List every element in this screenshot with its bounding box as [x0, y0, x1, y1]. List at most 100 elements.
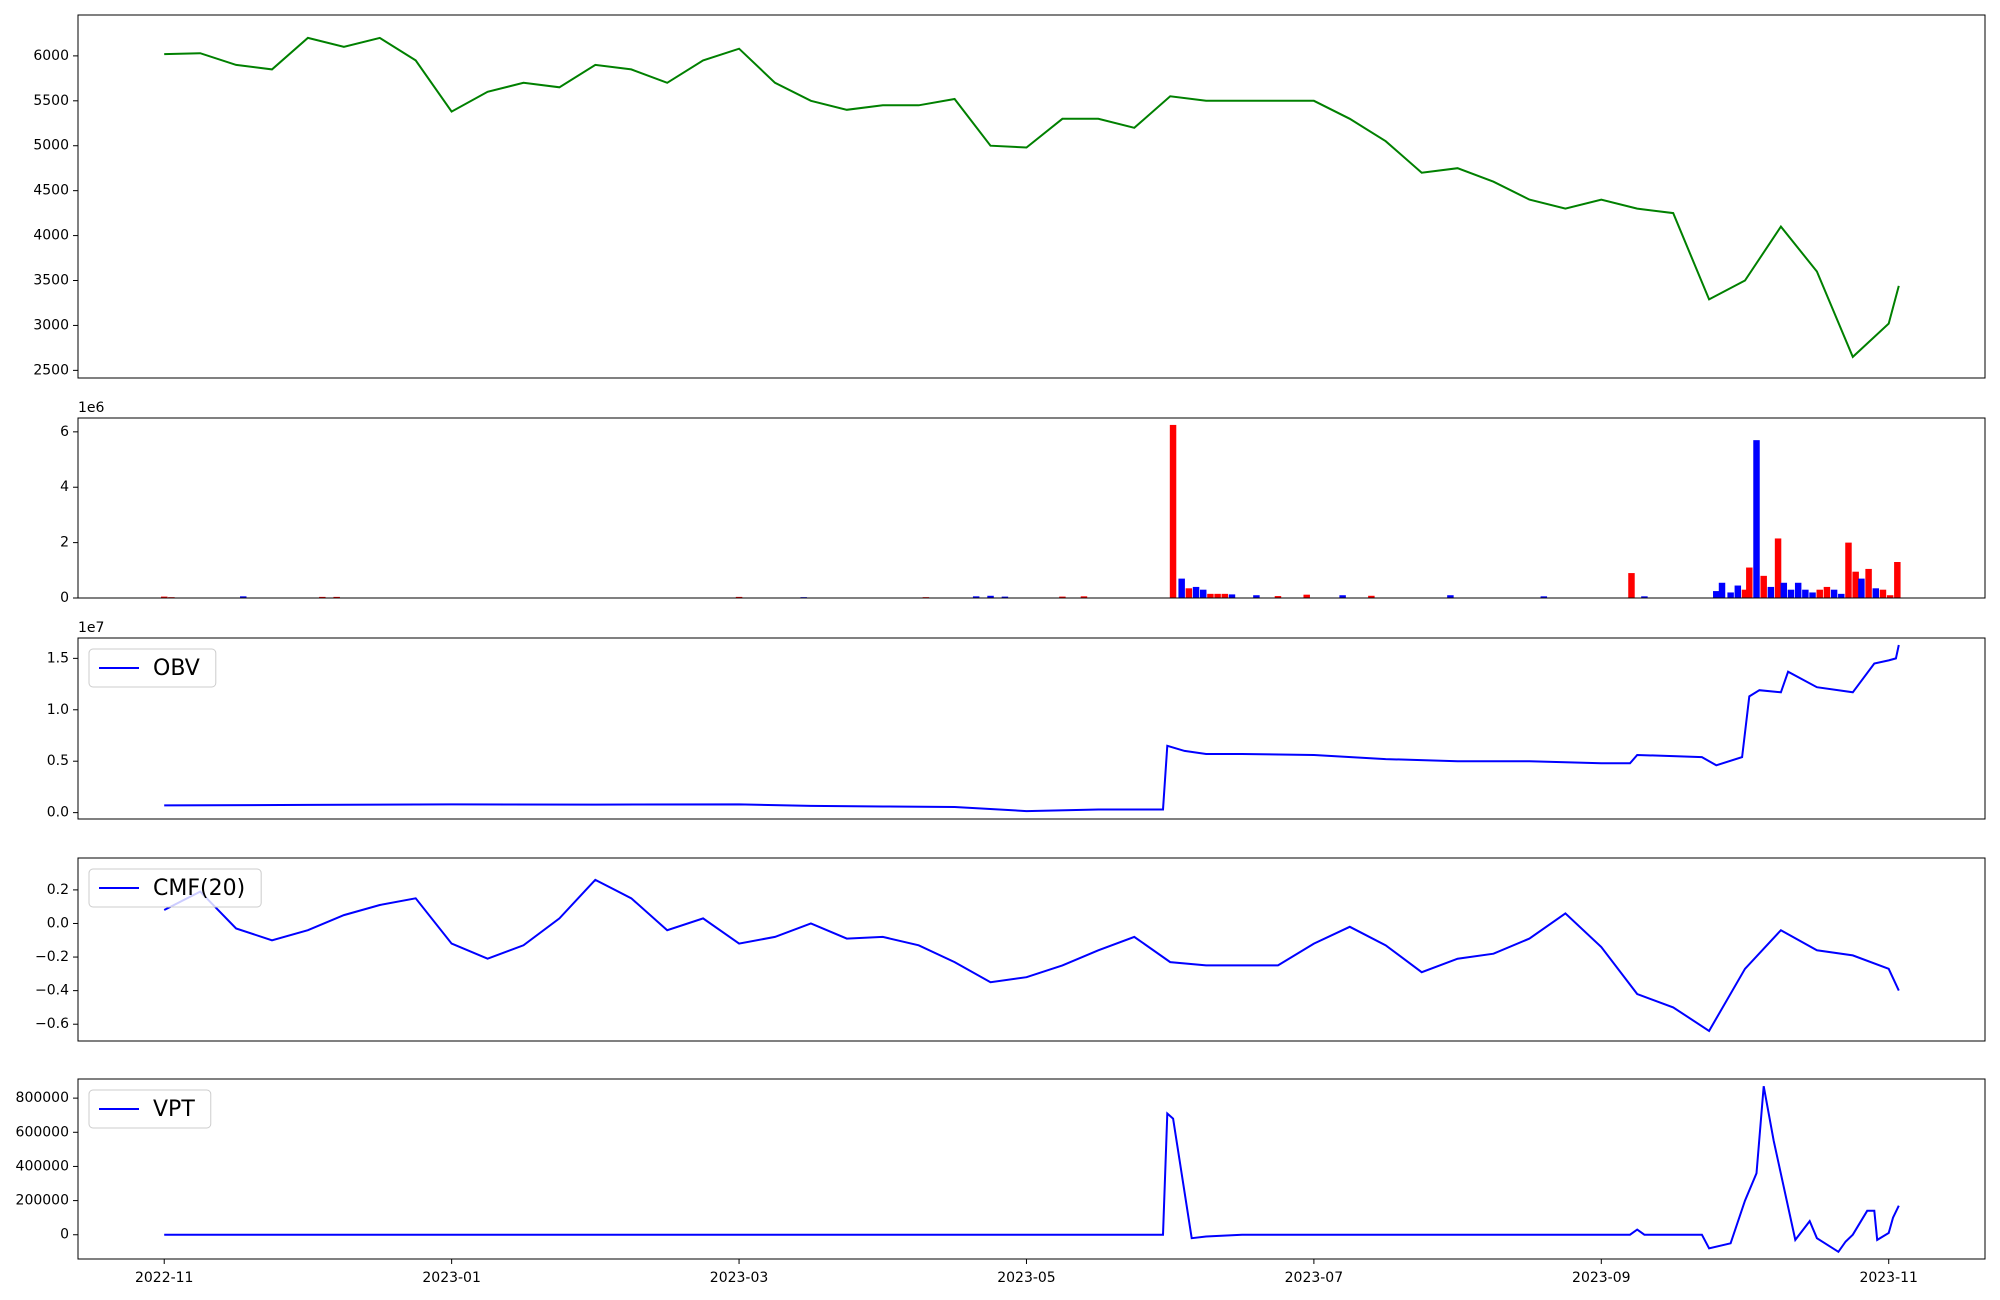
bar: [160, 596, 168, 598]
y-tick-label: 0: [60, 1227, 69, 1243]
bar: [1852, 571, 1859, 598]
bar: [1192, 586, 1200, 598]
bar: [1886, 595, 1894, 598]
bar: [1540, 596, 1548, 598]
bar: [1447, 595, 1454, 598]
y-tick-label: 5500: [33, 93, 69, 109]
bar: [1787, 589, 1795, 598]
y-tick-label: 0.0: [47, 915, 69, 931]
bar: [1746, 567, 1753, 598]
y-tick-label: 0.0: [47, 805, 69, 821]
y-tick-label: −0.4: [35, 983, 69, 999]
y-tick-label: 4500: [33, 183, 69, 199]
legend-box: [88, 1089, 212, 1129]
bar: [1774, 538, 1782, 598]
y-tick-label: 6000: [33, 48, 69, 64]
bar: [987, 595, 994, 598]
bar: [1823, 586, 1831, 598]
bar: [1727, 592, 1734, 598]
y-tick-label: 1.0: [47, 702, 69, 718]
y-tick-label: −0.2: [35, 949, 69, 965]
y-tick-label: 2500: [33, 362, 69, 378]
legend-box: [88, 868, 262, 908]
bar: [1199, 589, 1207, 598]
bar: [972, 596, 980, 598]
bar: [1718, 582, 1726, 598]
bar: [1080, 596, 1088, 598]
bar: [1879, 589, 1887, 598]
y-tick-label: 4000: [33, 228, 69, 244]
bar: [1767, 586, 1775, 598]
y-tick-label: 400000: [16, 1158, 69, 1174]
x-tick-label: 2023-01: [422, 1270, 481, 1286]
bar: [1858, 578, 1865, 598]
legend-label: OBV: [153, 656, 200, 681]
y-tick-label: 5000: [33, 138, 69, 154]
offset-text: 1e6: [78, 400, 105, 416]
bar: [1059, 596, 1066, 598]
bar: [1214, 593, 1221, 598]
bar: [1734, 585, 1742, 598]
bar: [1713, 591, 1720, 598]
bar: [1845, 542, 1852, 598]
bar: [1865, 568, 1872, 598]
bar: [1274, 596, 1282, 598]
x-tick-label: 2023-07: [1285, 1270, 1344, 1286]
bar: [1368, 595, 1375, 598]
y-tick-label: 3500: [33, 273, 69, 289]
y-tick-label: 0.5: [47, 753, 69, 769]
y-tick-label: 1.5: [47, 650, 69, 666]
y-tick-label: 200000: [16, 1193, 69, 1209]
bar: [1753, 440, 1760, 598]
bar: [1228, 594, 1236, 598]
x-tick-label: 2023-11: [1859, 1270, 1918, 1286]
legend-label: VPT: [153, 1097, 195, 1122]
bar: [1838, 593, 1845, 598]
y-tick-label: 3000: [33, 317, 69, 333]
bar: [735, 596, 743, 598]
bar: [1253, 595, 1260, 598]
bar: [1001, 596, 1009, 598]
bar: [240, 596, 247, 598]
bar: [1809, 592, 1816, 598]
y-tick-label: 600000: [16, 1124, 69, 1140]
bar: [1802, 589, 1809, 598]
axes-frame: [77, 637, 1986, 820]
data-line: [164, 644, 1900, 813]
bar: [1221, 593, 1229, 598]
y-tick-label: 800000: [16, 1090, 69, 1106]
data-line: [164, 36, 1900, 359]
y-tick-label: 0: [60, 590, 69, 606]
bar: [1741, 589, 1749, 598]
bar: [1303, 594, 1310, 598]
bar: [1794, 582, 1802, 598]
bar: [319, 596, 326, 598]
axes-frame: [77, 1078, 1986, 1260]
legend-box: [88, 648, 217, 688]
bar: [1641, 596, 1648, 598]
bar: [1339, 595, 1346, 598]
bar: [1185, 588, 1193, 598]
bar: [1760, 575, 1767, 598]
bar: [1628, 573, 1635, 598]
bar: [1780, 582, 1788, 598]
y-tick-label: −0.6: [35, 1016, 69, 1032]
x-tick-label: 2023-05: [997, 1270, 1056, 1286]
legend-label: CMF(20): [153, 876, 245, 901]
data-line: [164, 1086, 1900, 1254]
bar: [333, 596, 340, 598]
y-tick-label: 2: [60, 535, 69, 551]
axes-frame: [77, 14, 1986, 379]
y-tick-label: 0.2: [47, 882, 69, 898]
bar: [1169, 424, 1177, 598]
x-tick-label: 2023-03: [710, 1270, 769, 1286]
x-tick-label: 2023-09: [1572, 1270, 1631, 1286]
data-line: [163, 878, 1900, 1033]
offset-text: 1e7: [78, 620, 104, 636]
axes-frame: [77, 417, 1986, 599]
x-tick-label: 2022-11: [135, 1270, 194, 1286]
bar: [1872, 588, 1880, 598]
y-tick-label: 6: [60, 424, 69, 440]
bar: [1207, 593, 1214, 598]
